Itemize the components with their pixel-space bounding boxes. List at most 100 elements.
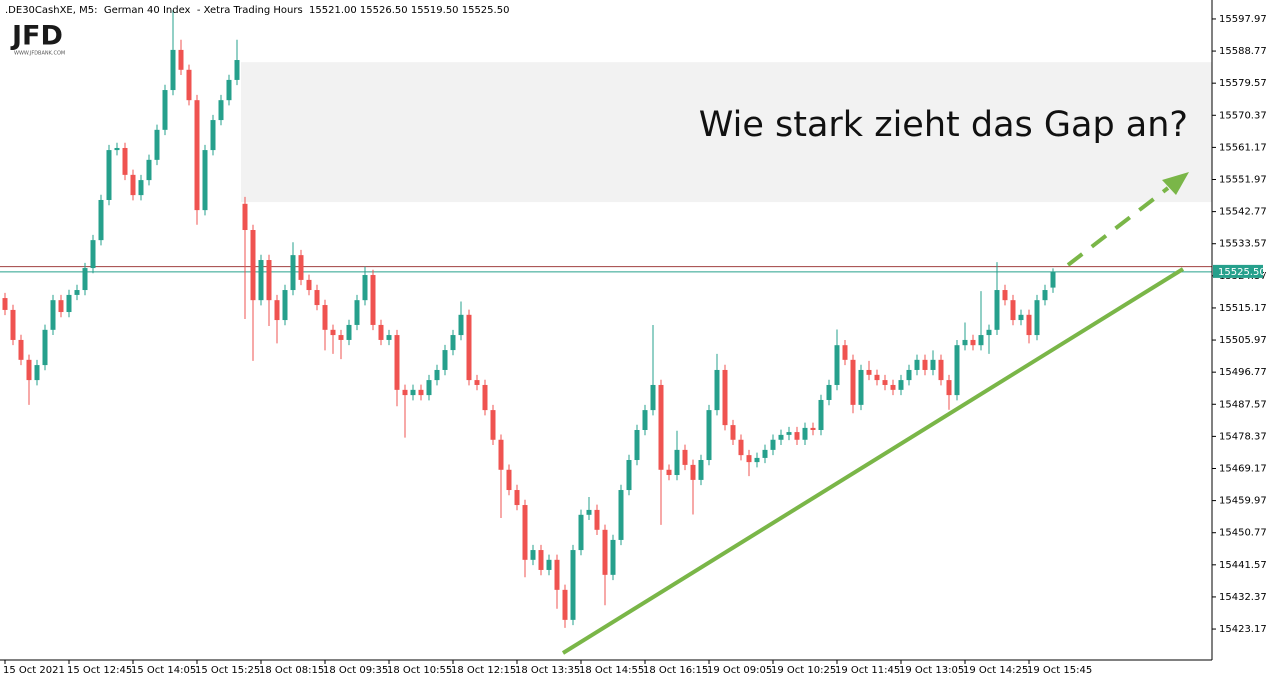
candle-body xyxy=(58,300,64,313)
candle-body xyxy=(858,369,864,405)
candle-body xyxy=(442,350,448,370)
x-tick-label: 19 Oct 14:25 xyxy=(963,665,1028,676)
x-tick-label: 18 Oct 12:15 xyxy=(451,665,516,676)
candle-body xyxy=(434,369,440,381)
candle-body xyxy=(146,159,152,181)
x-tick-label: 19 Oct 09:05 xyxy=(707,665,772,676)
candle-body xyxy=(162,90,168,130)
candle-body xyxy=(770,439,776,450)
candle-body xyxy=(330,329,336,336)
candle-body xyxy=(218,100,224,121)
candle-body xyxy=(202,150,208,211)
candle-body xyxy=(1018,314,1024,321)
candle-body xyxy=(794,432,800,440)
candle-body xyxy=(882,380,888,385)
candle-body xyxy=(242,203,248,231)
candle-body xyxy=(50,300,56,330)
last-price-label: 15525.50 xyxy=(1218,267,1266,278)
candle-body xyxy=(922,359,928,370)
candle-body xyxy=(42,329,48,366)
candle-body xyxy=(674,449,680,476)
candle-body xyxy=(26,359,32,381)
candle-body xyxy=(186,69,192,101)
y-tick-label: 15561.17 xyxy=(1219,142,1267,153)
candle-body xyxy=(898,380,904,390)
candle-body xyxy=(506,469,512,491)
candle-body xyxy=(282,290,288,321)
y-tick-label: 15459.97 xyxy=(1219,496,1267,507)
candle-body xyxy=(522,505,528,560)
x-tick-label: 15 Oct 12:45 xyxy=(67,665,132,676)
y-tick-label: 15450.77 xyxy=(1219,528,1267,539)
candle-body xyxy=(642,410,648,430)
candle-body xyxy=(906,369,912,381)
y-tick-label: 15551.97 xyxy=(1219,175,1267,186)
candle-body xyxy=(490,410,496,440)
candle-body xyxy=(754,457,760,463)
candle-body xyxy=(666,469,672,476)
candle-body xyxy=(722,369,728,426)
candle-body xyxy=(546,559,552,570)
candle-body xyxy=(658,384,664,470)
candle-body xyxy=(402,389,408,396)
candle-body xyxy=(682,449,688,465)
x-tick-label: 19 Oct 15:45 xyxy=(1027,665,1092,676)
y-tick-label: 15597.97 xyxy=(1219,14,1267,25)
candle-body xyxy=(570,550,576,620)
candle-body xyxy=(874,374,880,381)
candle-body xyxy=(114,147,120,151)
candle-body xyxy=(274,300,280,321)
dashed-arrow xyxy=(1066,186,1170,267)
candle-body xyxy=(386,335,392,340)
candle-body xyxy=(1042,290,1048,301)
candle-body xyxy=(626,460,632,491)
candle-body xyxy=(914,359,920,370)
x-tick-label: 15 Oct 14:05 xyxy=(131,665,196,676)
candle-body xyxy=(362,275,368,301)
y-tick-label: 15478.37 xyxy=(1219,431,1267,442)
candle-body xyxy=(178,49,184,70)
candle-body xyxy=(946,380,952,396)
annotation: Wie stark zieht das Gap an? xyxy=(699,105,1188,145)
candle-body xyxy=(130,174,136,196)
candle-body xyxy=(458,314,464,336)
candle-body xyxy=(786,432,792,435)
candle-body xyxy=(714,369,720,411)
candle-body xyxy=(1002,290,1008,301)
candle-body xyxy=(970,339,976,346)
candle-body xyxy=(370,275,376,325)
candle-body xyxy=(578,514,584,551)
candle-body xyxy=(986,329,992,336)
candle-body xyxy=(250,230,256,301)
candle-body xyxy=(890,384,896,390)
logo-url: WWW.JFDBANK.COM xyxy=(14,51,65,57)
candle-body xyxy=(810,427,816,430)
candle-body xyxy=(394,335,400,390)
candle-body xyxy=(90,240,96,269)
candle-body xyxy=(290,255,296,291)
candle-body xyxy=(978,335,984,346)
candle-body xyxy=(234,60,240,80)
last-price-box xyxy=(1213,264,1263,278)
candle-body xyxy=(650,384,656,411)
candle-body xyxy=(354,300,360,325)
candle-body xyxy=(1034,300,1040,336)
candle-body xyxy=(1010,300,1016,321)
candle-body xyxy=(194,100,200,211)
x-tick-label: 18 Oct 09:35 xyxy=(323,665,388,676)
candle-body xyxy=(98,199,104,241)
candle-body xyxy=(34,365,40,381)
y-tick-label: 15533.57 xyxy=(1219,239,1267,250)
y-tick-label: 15469.17 xyxy=(1219,463,1267,474)
candle-body xyxy=(426,380,432,396)
candle-body xyxy=(778,434,784,440)
candle-body xyxy=(762,449,768,458)
candle-body xyxy=(802,427,808,440)
candle-body xyxy=(610,539,616,575)
candle-body xyxy=(346,324,352,340)
candle-body xyxy=(298,255,304,280)
candle-body xyxy=(954,345,960,396)
candle-body xyxy=(482,384,488,411)
y-tick-label: 15515.17 xyxy=(1219,303,1267,314)
candle-body xyxy=(338,335,344,340)
